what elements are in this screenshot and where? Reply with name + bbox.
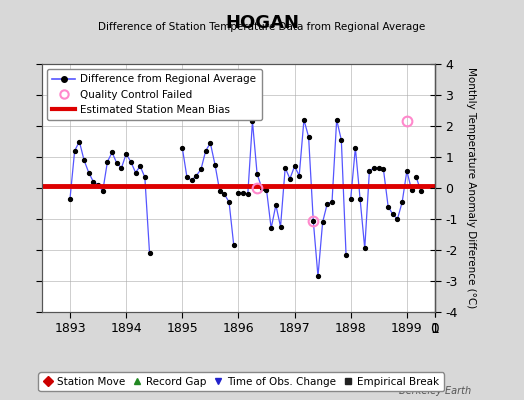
Legend: Difference from Regional Average, Quality Control Failed, Estimated Station Mean: Difference from Regional Average, Qualit… xyxy=(47,69,261,120)
Text: Berkeley Earth: Berkeley Earth xyxy=(399,386,472,396)
Text: HOGAN: HOGAN xyxy=(225,14,299,32)
Text: Difference of Station Temperature Data from Regional Average: Difference of Station Temperature Data f… xyxy=(99,22,425,32)
Legend: Station Move, Record Gap, Time of Obs. Change, Empirical Break: Station Move, Record Gap, Time of Obs. C… xyxy=(38,372,444,391)
Y-axis label: Monthly Temperature Anomaly Difference (°C): Monthly Temperature Anomaly Difference (… xyxy=(466,67,476,309)
